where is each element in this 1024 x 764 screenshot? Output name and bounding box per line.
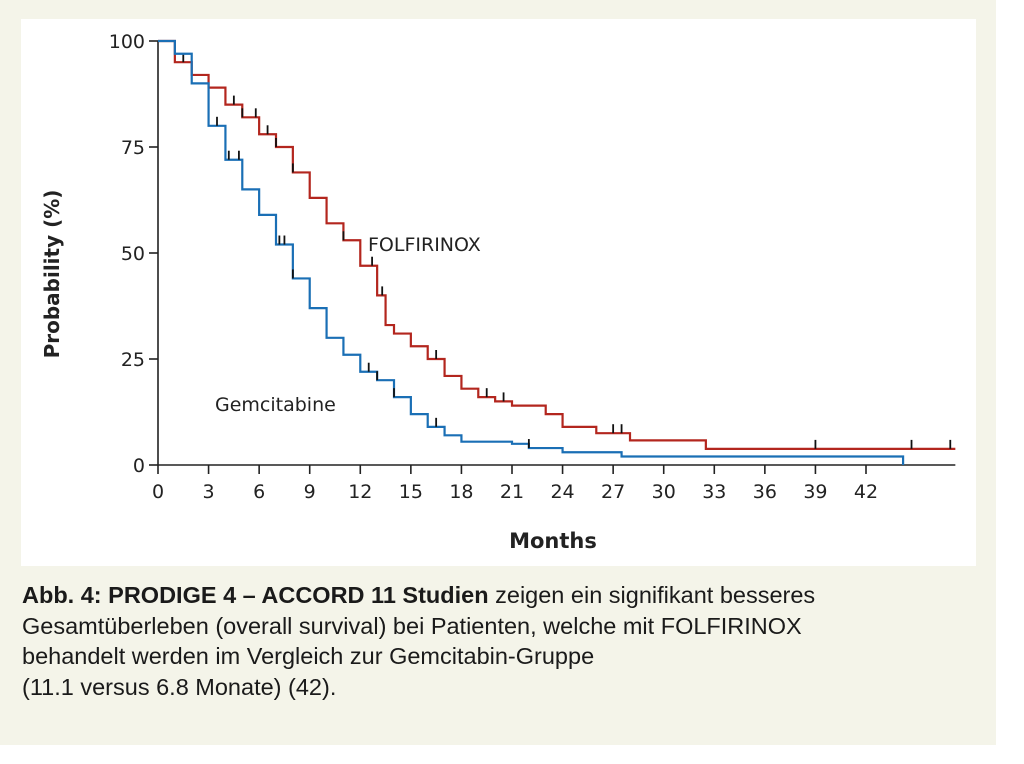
y-axis-label: Probability (%) [40, 190, 64, 359]
y-tick-label: 50 [121, 243, 145, 265]
curve-folfirinox [158, 39, 956, 450]
y-tick-label: 25 [121, 349, 145, 371]
x-tick-label: 6 [253, 481, 265, 503]
x-tick-label: 3 [203, 481, 215, 503]
annotation-gemcitabine: Gemcitabine [215, 394, 336, 416]
caption-line-3: behandelt werden im Vergleich zur Gemcit… [22, 643, 595, 669]
x-tick-label: 42 [854, 481, 878, 503]
x-axis-label: Months [509, 529, 597, 553]
curves [158, 39, 956, 465]
x-tick-label: 30 [652, 481, 676, 503]
y-tick-label: 100 [109, 31, 145, 53]
x-tick-label: 27 [601, 481, 625, 503]
x-tick-label: 9 [304, 481, 316, 503]
x-tick-label: 18 [449, 481, 473, 503]
x-tick-label: 39 [803, 481, 827, 503]
x-tick-label: 12 [348, 481, 372, 503]
x-tick-label: 15 [399, 481, 423, 503]
figure-caption: Abb. 4: PRODIGE 4 – ACCORD 11 Studien ze… [22, 580, 982, 702]
x-tick-label: 36 [753, 481, 777, 503]
x-tick-label: 24 [550, 481, 574, 503]
caption-bold: Abb. 4: PRODIGE 4 – ACCORD 11 Studien [22, 582, 489, 608]
x-tick-label: 21 [500, 481, 524, 503]
y-tick-label: 75 [121, 137, 145, 159]
caption-line-1: Abb. 4: PRODIGE 4 – ACCORD 11 Studien ze… [22, 580, 982, 611]
caption-line-4: (11.1 versus 6.8 Monate) (42). [22, 673, 337, 700]
y-tick-label: 0 [133, 455, 145, 477]
x-tick-label: 0 [152, 481, 164, 503]
caption-line-2: Gesamtüberleben (overall survival) bei P… [22, 612, 802, 639]
caption-text: zeigen ein signifikant besseres [488, 582, 816, 608]
chart-panel: 0 3 6 9 12 15 18 21 24 27 30 33 36 39 42 0 25 50 75 100 Pro… [21, 19, 976, 566]
curve-gemcitabine [158, 39, 905, 465]
annotation-folfirinox: FOLFIRINOX [368, 234, 481, 256]
x-tick-label: 33 [702, 481, 726, 503]
figure-frame: 0 3 6 9 12 15 18 21 24 27 30 33 36 39 42 0 25 50 75 100 Pro… [0, 0, 996, 745]
